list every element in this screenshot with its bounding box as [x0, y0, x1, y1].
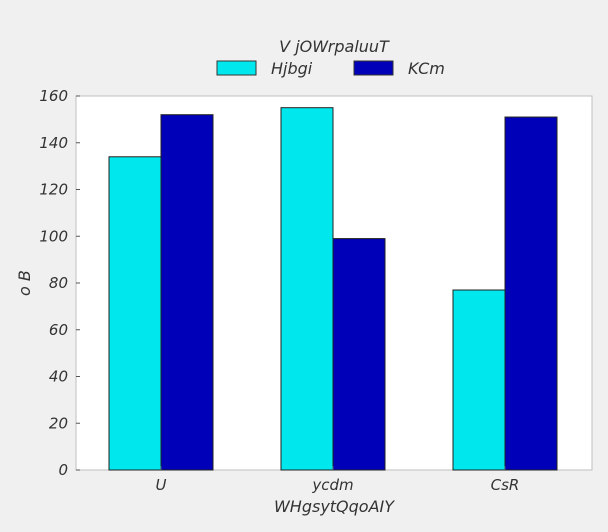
legend: V jOWrpaluuT Hjbgi KCm: [216, 37, 445, 78]
x-tick-label-csr: CsR: [491, 476, 520, 494]
y-tick-label-120: 120: [39, 181, 68, 199]
x-axis-label: WHgsytQqoAIY: [274, 497, 395, 516]
bars: [108, 107, 558, 471]
y-tick-label-0: 0: [58, 461, 68, 479]
bar-hjbgi-csr: [452, 289, 506, 471]
y-tick-label-60: 60: [49, 321, 68, 339]
legend-swatch-kcm: [353, 60, 394, 76]
y-axis-ticks: 0 20 40 60 80 100 120 140 160: [39, 87, 80, 479]
legend-label-kcm: KCm: [408, 59, 445, 78]
legend-swatch-hjbgi: [216, 60, 257, 76]
bar-kcm-u: [160, 114, 214, 471]
bar-hjbgi-ycdm: [280, 107, 334, 471]
y-tick-label-40: 40: [49, 368, 68, 386]
legend-title: V jOWrpaluuT: [279, 37, 390, 56]
y-axis-label: o B: [15, 270, 34, 296]
legend-label-hjbgi: Hjbgi: [271, 59, 313, 78]
y-tick-label-160: 160: [39, 87, 68, 105]
y-tick-label-140: 140: [39, 134, 68, 152]
y-tick-label-100: 100: [39, 227, 68, 245]
x-tick-label-u: U: [156, 476, 167, 494]
y-tick-label-20: 20: [49, 414, 68, 432]
y-tick-label-80: 80: [49, 274, 68, 292]
bar-kcm-ycdm: [332, 238, 386, 471]
bar-kcm-csr: [504, 116, 558, 471]
bar-hjbgi-u: [108, 156, 162, 471]
x-tick-label-ycdm: ycdm: [311, 476, 353, 494]
